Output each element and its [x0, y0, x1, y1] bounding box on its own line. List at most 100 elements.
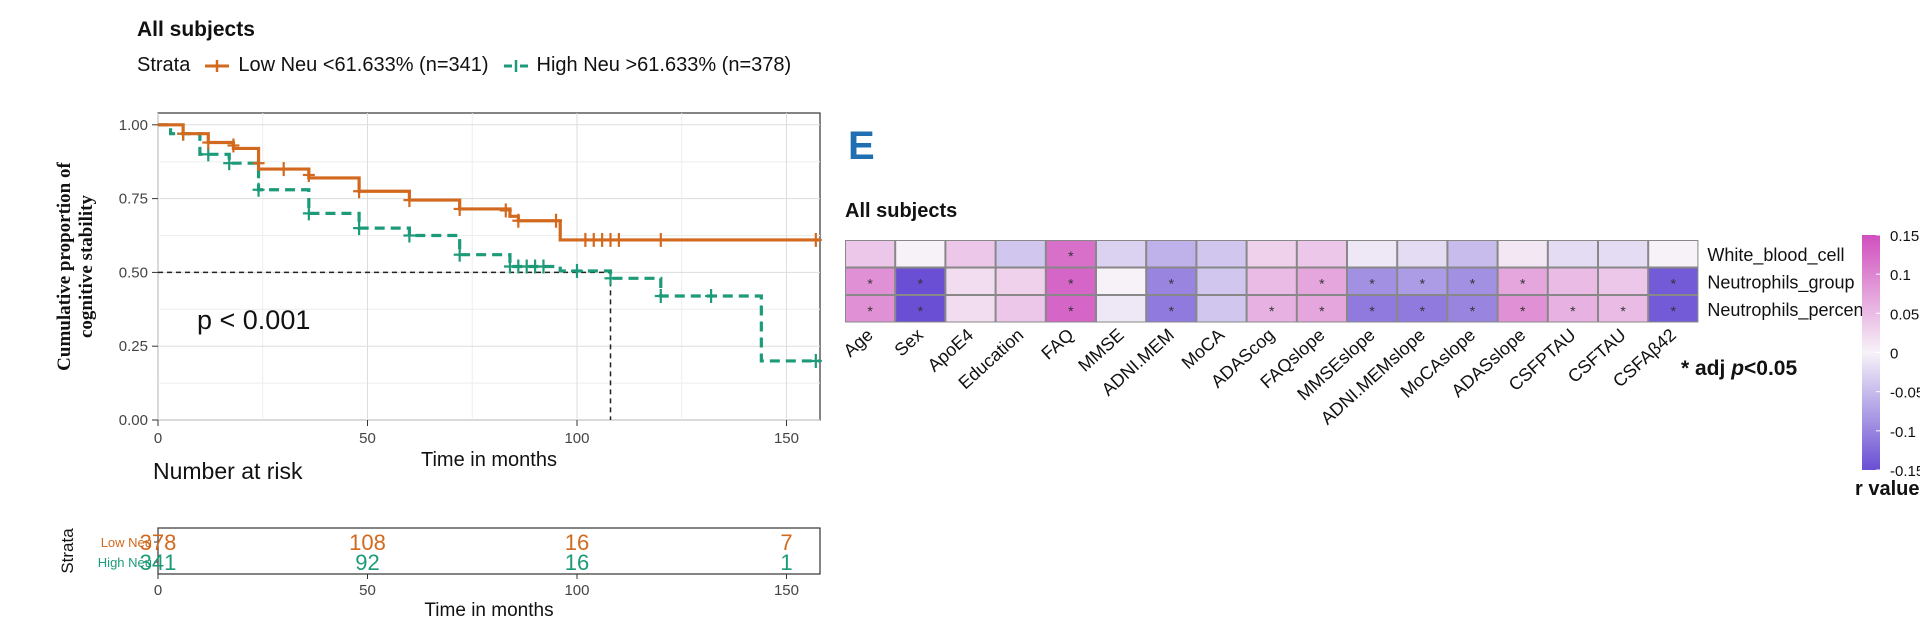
heatmap-cell — [1448, 296, 1497, 322]
colorbar-tick-label: 0.05 — [1890, 306, 1919, 323]
risk-x-tick-label: 150 — [774, 582, 799, 599]
heatmap-sig-star: * — [1319, 303, 1325, 319]
heatmap-sig-star: * — [918, 275, 924, 291]
km-y-axis-label-line2: cognitive stability — [76, 194, 97, 338]
panel-letter: E — [848, 124, 875, 168]
risk-row-label: High Neu — [98, 555, 152, 570]
km-x-tick-label: 0 — [154, 430, 162, 447]
heatmap-cell — [1448, 241, 1497, 267]
colorbar-tick-label: -0.15 — [1890, 463, 1920, 480]
heatmap-sig-star: * — [1420, 275, 1426, 291]
significance-note: * adj p<0.05 — [1681, 357, 1797, 381]
heatmap-cell — [1498, 296, 1547, 322]
heatmap-sig-star: * — [1169, 275, 1175, 291]
heatmap-cell — [946, 296, 995, 322]
km-y-tick-label: 0.50 — [119, 264, 148, 281]
heatmap-cell — [1548, 268, 1597, 294]
heatmap-cell — [1348, 241, 1397, 267]
risk-x-axis-label: Time in months — [424, 600, 553, 617]
km-x-tick-label: 50 — [359, 430, 376, 447]
heatmap-sig-star: * — [918, 303, 924, 319]
km-plot-area — [157, 112, 821, 421]
risk-x-tick-label: 100 — [564, 582, 589, 599]
heatmap-sig-star: * — [1068, 303, 1074, 319]
heatmap-cell — [1097, 241, 1146, 267]
risk-value: 341 — [140, 550, 177, 575]
heatmap-column-label: FAQ — [1037, 325, 1077, 364]
heatmap-sig-star: * — [1169, 303, 1175, 319]
risk-y-axis-label: Strata — [58, 528, 77, 574]
heatmap-cell — [1599, 241, 1648, 267]
heatmap-cell — [1197, 268, 1246, 294]
heatmap-cell — [946, 241, 995, 267]
heatmap-column-label: Sex — [891, 325, 927, 361]
risk-value: 7 — [780, 530, 792, 555]
heatmap-sig-star: * — [1671, 275, 1677, 291]
heatmap-sig-star: * — [1470, 275, 1476, 291]
p-value-annotation: p < 0.001 — [197, 305, 311, 335]
heatmap-cell — [1247, 241, 1296, 267]
heatmap-sig-star: * — [1369, 275, 1375, 291]
heatmap-cell — [1548, 296, 1597, 322]
heatmap-cell — [1398, 296, 1447, 322]
risk-x-tick-label: 0 — [154, 582, 162, 599]
heatmap-cell — [1247, 268, 1296, 294]
legend-key-low-neu — [205, 59, 230, 72]
heatmap-cell — [996, 296, 1045, 322]
colorbar-tick-label: -0.05 — [1890, 385, 1920, 402]
legend-label-high-neu: High Neu >61.633% (n=378) — [536, 54, 792, 76]
heatmap-cell — [1649, 241, 1698, 267]
heatmap-sig-star: * — [1570, 303, 1576, 319]
heatmap-cell — [1649, 296, 1698, 322]
km-y-tick-label: 1.00 — [119, 117, 148, 134]
legend-key-high-neu — [503, 59, 528, 72]
legend-item-low-neu: Low Neu <61.633% (n=341) — [204, 54, 489, 77]
heatmap-cell — [1046, 296, 1095, 322]
heatmap-sig-star: * — [1470, 303, 1476, 319]
risk-value: 378 — [140, 530, 177, 555]
heatmap-cell — [1548, 241, 1597, 267]
colorbar-title: r value — [1855, 478, 1920, 500]
km-y-tick-label: 0.25 — [119, 338, 148, 355]
legend-item-high-neu: High Neu >61.633% (n=378) — [503, 54, 792, 77]
heatmap-cell — [896, 241, 945, 267]
heatmap-cell — [846, 268, 895, 294]
sig-note-p: p — [1731, 357, 1745, 380]
heatmap-cell — [1297, 268, 1346, 294]
heatmap-sig-star: * — [867, 303, 873, 319]
heatmap-cell — [1147, 296, 1196, 322]
heatmap-cell — [1097, 268, 1146, 294]
heatmap-sig-star: * — [867, 275, 873, 291]
heatmap-cell — [1197, 241, 1246, 267]
heatmap-cell — [1046, 241, 1095, 267]
heatmap-cell — [1046, 268, 1095, 294]
heatmap-cell — [1247, 296, 1296, 322]
heatmap-cell — [996, 268, 1045, 294]
heatmap-cell — [996, 241, 1045, 267]
heatmap-cell — [1448, 268, 1497, 294]
heatmap-cell — [1297, 241, 1346, 267]
heatmap-title: All subjects — [845, 200, 958, 222]
heatmap-chart: * * * * * * * * * * * * * * * * * * * * * * * * White_blood_cell… — [840, 228, 1920, 480]
heatmap-sig-star: * — [1369, 303, 1375, 319]
risk-table-area — [157, 527, 821, 575]
heatmap-column-label: Age — [840, 325, 877, 361]
km-y-axis-label: Cumulative proportion ofcognitive stabil… — [54, 162, 97, 371]
sig-note-suffix: <0.05 — [1744, 357, 1798, 380]
heatmap-cell — [946, 268, 995, 294]
heatmap-sig-star: * — [1620, 303, 1626, 319]
heatmap-sig-star: * — [1671, 303, 1677, 319]
legend-title: Strata — [137, 54, 191, 76]
colorbar-tick-label: 0.1 — [1890, 267, 1911, 284]
heatmap-cell — [1398, 241, 1447, 267]
heatmap-row-label: Neutrophils_group — [1707, 272, 1854, 293]
km-y-tick-label: 0.75 — [119, 191, 148, 208]
legend-label-low-neu: Low Neu <61.633% (n=341) — [238, 54, 489, 76]
risk-value: 108 — [349, 530, 386, 555]
heatmap-cell — [1599, 296, 1648, 322]
risk-value: 16 — [565, 530, 589, 555]
heatmap-sig-star: * — [1269, 303, 1275, 319]
heatmap-cell — [1197, 296, 1246, 322]
heatmap-cell — [1147, 241, 1196, 267]
heatmap-cell — [1097, 296, 1146, 322]
